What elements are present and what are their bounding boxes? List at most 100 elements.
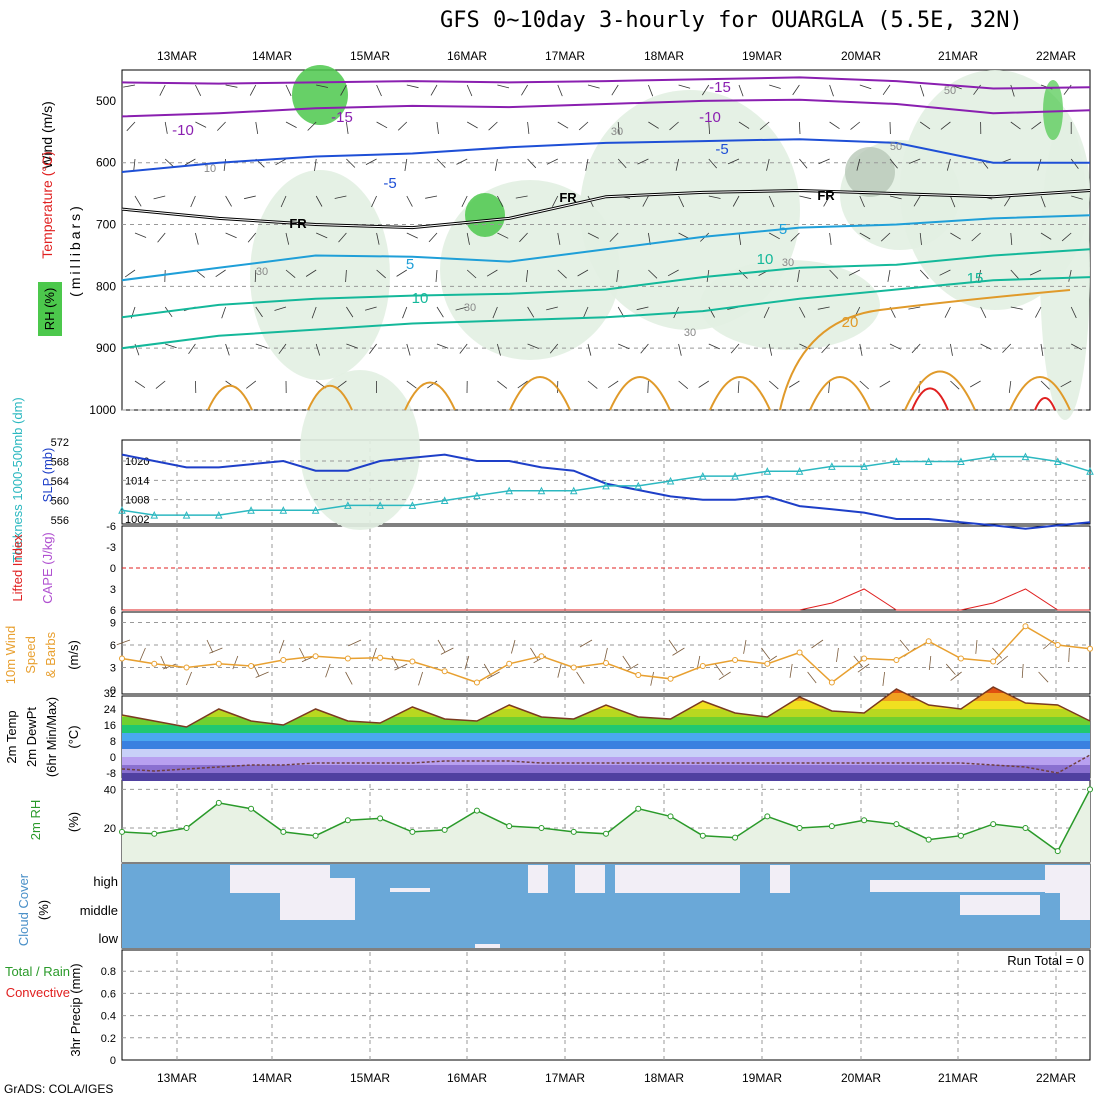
thickness-line xyxy=(121,455,1091,516)
wind-barb xyxy=(497,380,508,389)
contour-label: 20 xyxy=(842,314,859,331)
wind-barb xyxy=(950,380,960,390)
wind-barb xyxy=(195,84,202,96)
contour-label: 30 xyxy=(782,257,794,269)
wind-barb xyxy=(278,343,287,354)
rh-marker xyxy=(796,825,803,831)
cloud-patch xyxy=(280,892,355,920)
wind-barb-10m xyxy=(672,647,685,656)
wind-barb-10m xyxy=(325,663,331,678)
wind-barb xyxy=(799,158,808,169)
wind-speed-marker xyxy=(861,655,868,662)
temp-tick-label: -8 xyxy=(106,768,116,780)
wind-barb xyxy=(430,84,438,96)
wind-barb xyxy=(515,195,528,199)
wind-speed-marker xyxy=(570,664,577,671)
wind-barb-10m xyxy=(278,639,285,654)
wind-barb xyxy=(334,195,347,199)
wind-barb-10m xyxy=(945,663,956,675)
li-tick-label: 3 xyxy=(110,584,116,596)
wind-barb xyxy=(637,158,649,165)
wind-barb xyxy=(1071,343,1082,350)
wind-barb xyxy=(376,232,380,245)
bottom-date-label: 16MAR xyxy=(447,1071,487,1085)
rh-marker xyxy=(1087,786,1093,793)
temp-color-band xyxy=(122,757,1090,765)
wind-barb xyxy=(365,158,377,165)
rh-marker xyxy=(1022,825,1029,831)
dewpoint-line xyxy=(121,754,1091,774)
rh-legend-swatch xyxy=(38,282,62,336)
wind-barb xyxy=(829,121,840,130)
pressure-tick-label: 600 xyxy=(96,156,116,170)
wind-barb-10m xyxy=(232,655,239,670)
wind-barb xyxy=(1031,121,1042,130)
ylabel-thickness: Thickness 1000-500mb (dm) xyxy=(10,397,25,562)
wind-speed-marker xyxy=(1022,623,1029,630)
wind-barb xyxy=(159,84,166,96)
rh-marker xyxy=(248,805,255,812)
wind-barb xyxy=(546,158,558,165)
wind-speed-marker xyxy=(603,660,609,666)
wind-barb xyxy=(1010,84,1015,97)
precip-tick-label: 0.4 xyxy=(101,1011,116,1023)
bottom-date-label: 21MAR xyxy=(938,1071,978,1085)
top-date-label: 13MAR xyxy=(157,49,197,63)
wind-barb xyxy=(1029,269,1042,276)
wind-speed-marker xyxy=(732,657,739,663)
contour-label: 30 xyxy=(684,327,696,339)
rh-marker xyxy=(893,821,900,828)
wind-barb xyxy=(255,343,268,349)
contour-label: 30 xyxy=(611,126,623,138)
wind-barb xyxy=(346,121,349,134)
wind-barb xyxy=(552,195,559,207)
isotherm-20 xyxy=(779,289,1071,411)
wind-barb-10m xyxy=(511,639,516,654)
wind-barb xyxy=(701,84,710,96)
slp-tick-label: 1014 xyxy=(125,475,149,487)
top-date-label: 16MAR xyxy=(447,49,487,63)
ylabel-wind10m: 10m Wind xyxy=(3,626,18,685)
wind-speed-marker xyxy=(635,672,642,678)
wind-barb xyxy=(436,158,446,168)
wind-barb xyxy=(859,380,869,390)
wind-barb xyxy=(766,158,770,171)
wind-barb-10m xyxy=(807,671,817,684)
isotherm-line xyxy=(121,248,1091,319)
wind-barb xyxy=(364,306,377,311)
wind-barb xyxy=(763,306,770,319)
wind-barb xyxy=(1010,306,1023,310)
wind-barb xyxy=(188,343,196,355)
wind-barb xyxy=(828,380,830,394)
wind-barb-10m xyxy=(975,639,978,654)
wind-barb xyxy=(455,306,468,311)
wind-barb xyxy=(1010,121,1021,130)
cloud-patch xyxy=(230,865,330,893)
thickness-marker xyxy=(1086,467,1094,475)
thickness-marker xyxy=(408,501,417,509)
wind-barb xyxy=(406,195,413,207)
wind-barb xyxy=(497,195,504,207)
wind-barb xyxy=(980,306,987,318)
rh-marker xyxy=(732,834,739,841)
isotherm-warm xyxy=(709,376,771,411)
contour-label: -15 xyxy=(709,79,731,96)
wind-barb xyxy=(376,121,388,129)
li-tick-label: -3 xyxy=(106,542,116,554)
thickness-marker xyxy=(569,486,578,495)
contour-label: 50 xyxy=(890,141,902,153)
wind-speed-marker xyxy=(409,658,416,665)
wind-barb xyxy=(732,195,740,207)
wind-barb xyxy=(527,306,535,318)
contour-label: FR xyxy=(289,216,307,231)
thickness-marker xyxy=(279,506,288,514)
wind-barb-10m xyxy=(394,663,408,671)
contour-label: 15 xyxy=(967,270,984,287)
top-date-label: 15MAR xyxy=(350,49,390,63)
wind-barb xyxy=(225,343,230,356)
contour-label: 30 xyxy=(256,266,268,278)
wind-barb xyxy=(738,121,750,129)
wind-barb xyxy=(1063,84,1072,95)
wind-barb xyxy=(708,195,721,199)
wind-barb xyxy=(727,158,740,165)
